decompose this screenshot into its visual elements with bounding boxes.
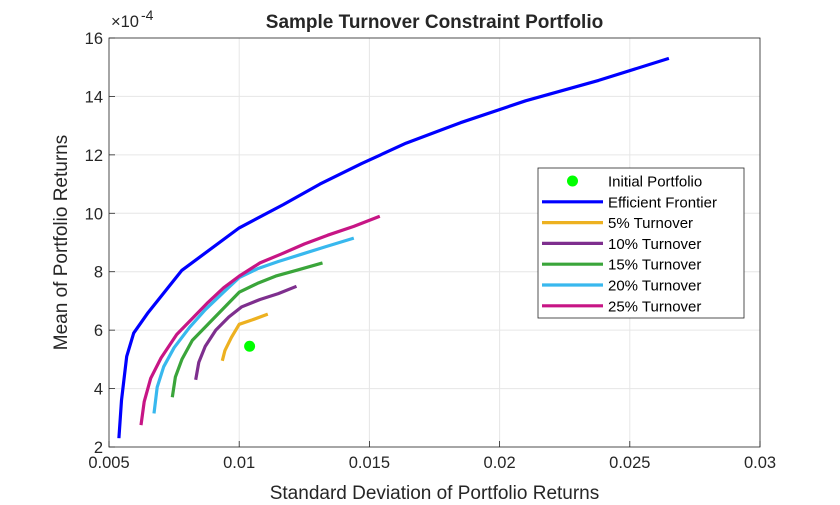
y-tick-label: 2: [94, 439, 103, 457]
legend-marker: [567, 175, 578, 187]
legend-label: 20% Turnover: [608, 278, 701, 295]
legend-label: Initial Portfolio: [608, 174, 702, 191]
legend-label: 10% Turnover: [608, 236, 701, 253]
y-exponent-base: ×10: [111, 13, 139, 31]
legend: Initial Portfolio Efficient Frontier 5% Tu…: [537, 167, 745, 319]
y-axis-label: Mean of Portfolio Returns: [51, 135, 72, 350]
legend-label: 5% Turnover: [608, 215, 693, 232]
y-tick-label: 14: [85, 88, 103, 106]
x-tick-label: 0.005: [88, 454, 129, 472]
y-tick-label: 8: [94, 264, 103, 282]
x-axis-label: Standard Deviation of Portfolio Returns: [270, 483, 600, 504]
x-tick-label: 0.02: [484, 454, 516, 472]
x-tick-label: 0.03: [744, 454, 776, 472]
y-tick-label: 10: [85, 205, 103, 223]
x-tick-label: 0.01: [223, 454, 255, 472]
legend-label: 15% Turnover: [608, 257, 701, 274]
series-line-5pct-turnover: [220, 312, 269, 362]
y-tick-label: 4: [94, 381, 103, 399]
y-exponent-power: -4: [141, 7, 154, 23]
chart-title: Sample Turnover Constraint Portfolio: [266, 12, 603, 33]
x-tick-label: 0.015: [349, 454, 390, 472]
initial-portfolio-point: [244, 340, 256, 352]
x-tick-label: 0.025: [609, 454, 650, 472]
legend-label: 25% Turnover: [608, 298, 701, 315]
series-layer: [117, 56, 670, 439]
series-line-10pct-turnover: [194, 284, 298, 381]
axis-ticks: 0.005 0.01 0.015 0.02 0.025 0.03 2 4 6 8 10 12 14 16: [85, 30, 776, 472]
series-line-efficient-frontier: [117, 56, 670, 439]
legend-items: Initial Portfolio Efficient Frontier 5% Tu…: [542, 174, 717, 315]
legend-label: Efficient Frontier: [608, 194, 717, 211]
series-line-15pct-turnover: [170, 261, 323, 398]
series-line-20pct-turnover: [152, 236, 355, 414]
series-line-25pct-turnover: [139, 214, 381, 426]
y-tick-label: 16: [85, 30, 103, 48]
plot-box: [108, 37, 761, 448]
y-tick-label: 6: [94, 322, 103, 340]
y-tick-label: 12: [85, 147, 103, 165]
